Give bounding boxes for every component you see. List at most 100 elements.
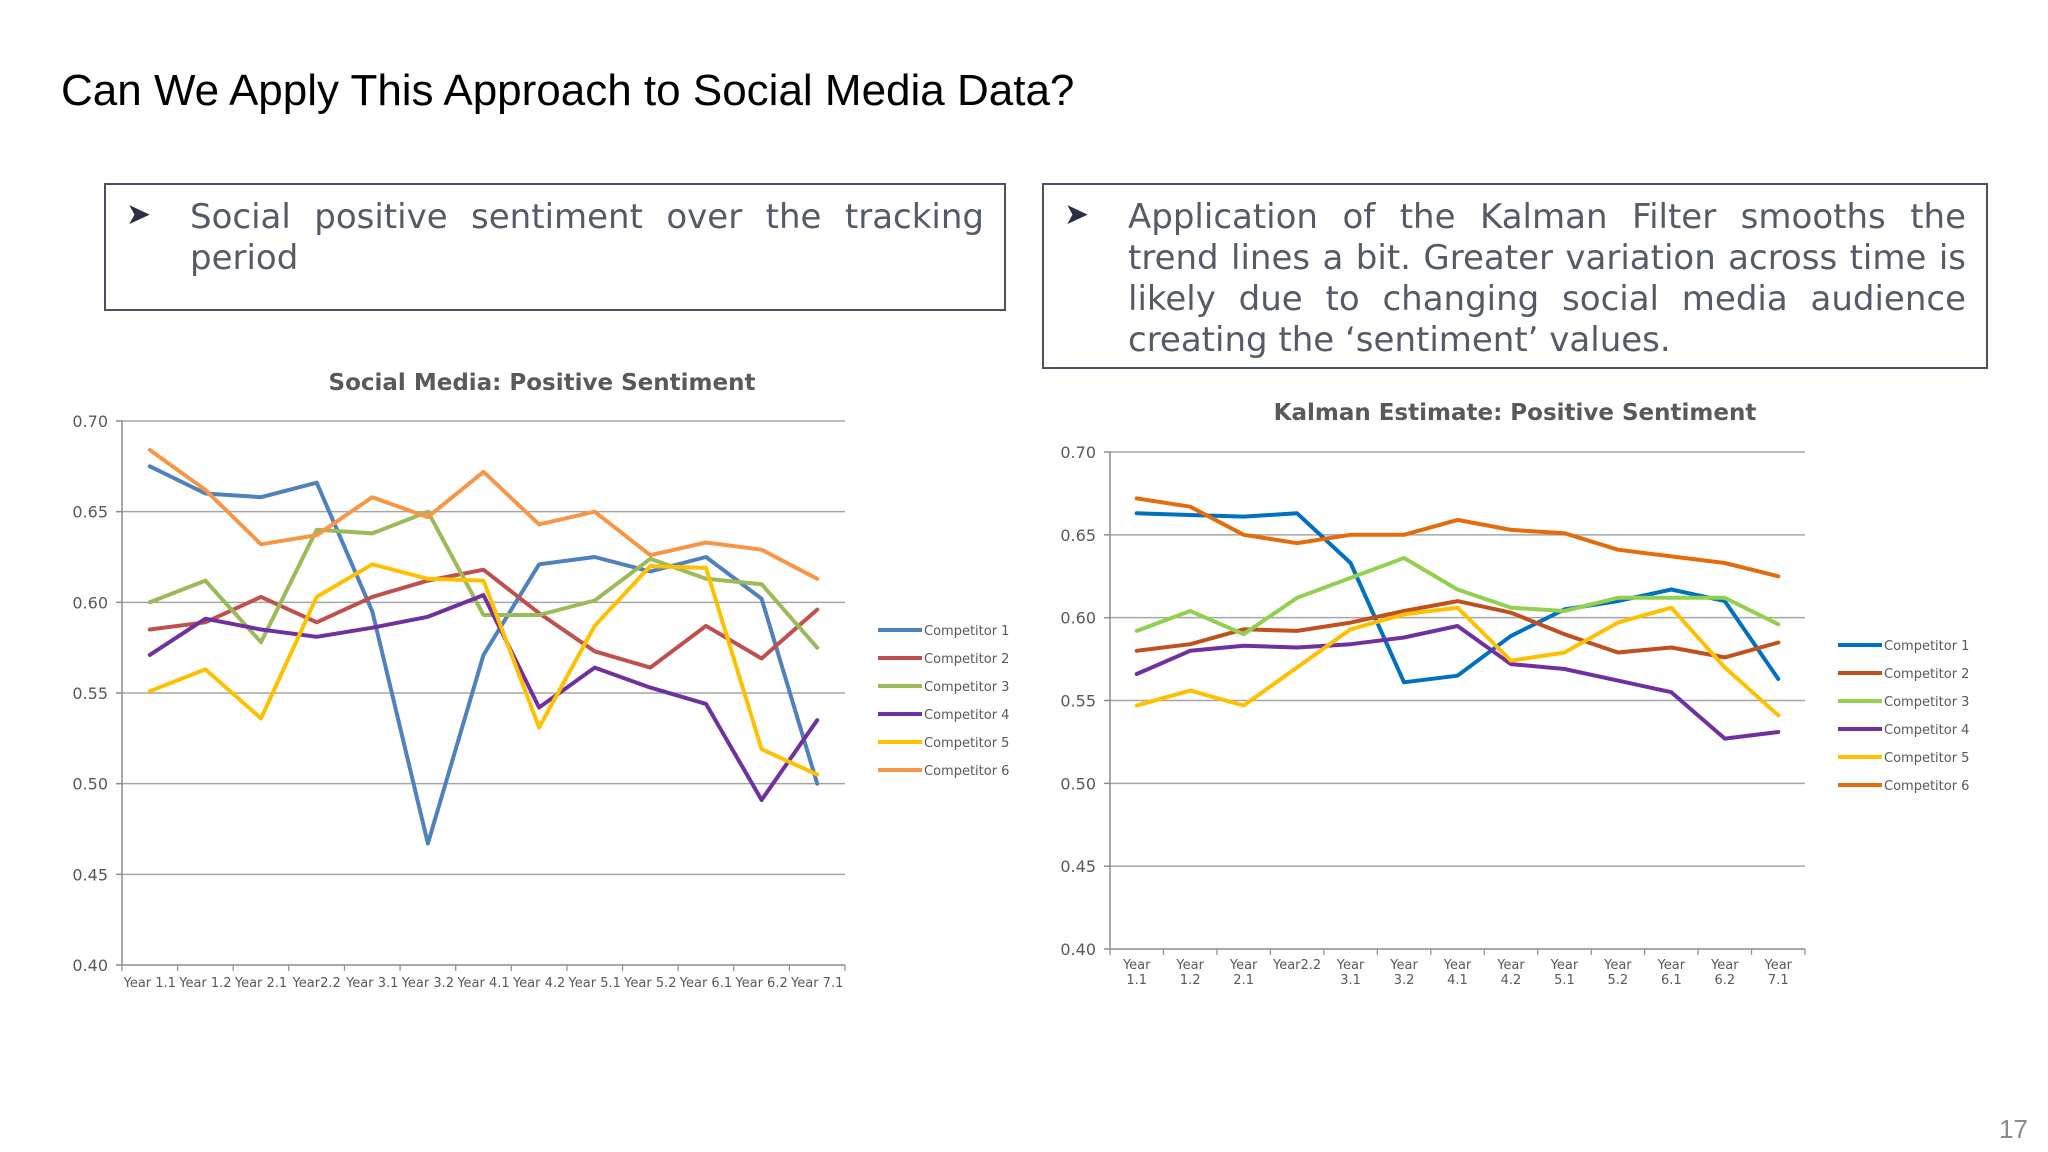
legend-label: Competitor 2 [1884,667,1969,682]
legend-label: Competitor 2 [924,652,1009,667]
x-tick-label-line: Year [1764,958,1793,973]
y-tick-label: 0.70 [72,412,108,431]
x-tick-label-line: Year 1.1 [123,976,176,991]
x-tick-label: Year 2.1 [1229,958,1258,988]
y-tick-label: 0.60 [72,593,108,612]
x-tick-label-line: 4.1 [1447,973,1468,988]
x-tick-label-line: Year 6.2 [734,976,787,991]
slide-title: Can We Apply This Approach to Social Med… [61,66,1075,115]
bullet-text-left: Social positive sentiment over the track… [190,197,984,278]
x-tick-label: Year 6.1 [679,976,732,991]
x-tick-label-line: Year [1710,958,1739,973]
x-tick-label: Year 5.2 [1603,958,1632,988]
y-tick-label: 0.40 [1060,940,1096,959]
page-number: 17 [1999,1114,2028,1144]
x-tick-label-line: 1.2 [1180,973,1201,988]
x-tick-label-line: Year [1122,958,1151,973]
legend-label: Competitor 5 [1884,751,1969,766]
y-tick-label: 0.65 [72,503,108,522]
series-line-competitor-3 [1134,556,1781,637]
x-tick-label-line: Year 2.1 [234,976,287,991]
chart-title: Kalman Estimate: Positive Sentiment [1274,400,1757,426]
legend-label: Competitor 4 [924,708,1009,723]
x-tick-label: Year 2.1 [234,976,287,991]
x-tick-label-line: Year [1443,958,1472,973]
x-tick-label-line: Year 5.1 [568,976,621,991]
x-tick-label: Year 4.2 [1496,958,1525,988]
x-tick-label-line: Year 5.2 [623,976,676,991]
legend-label: Competitor 6 [1884,779,1969,794]
x-tick-label-line: Year 4.2 [512,976,565,991]
x-tick-label-line: Year [1229,958,1258,973]
x-tick-label-line: 3.2 [1394,973,1415,988]
legend-label: Competitor 3 [1884,695,1969,710]
x-tick-label-line: Year [1175,958,1204,973]
x-tick-label: Year 4.1 [1443,958,1472,988]
bullet-box-left: ➤ Social positive sentiment over the tra… [104,183,1006,311]
x-tick-label: Year 3.2 [1389,958,1418,988]
legend-label: Competitor 4 [1884,723,1969,738]
x-tick-label-line: Year 1.2 [178,976,231,991]
arrow-bullet-icon: ➤ [126,197,152,232]
x-tick-label-line: Year [1603,958,1632,973]
y-tick-label: 0.65 [1060,526,1096,545]
x-tick-label: Year2.2 [1272,958,1321,973]
x-tick-label: Year 5.1 [1550,958,1579,988]
x-tick-label-line: 1.1 [1126,973,1147,988]
x-tick-label: Year 4.1 [456,976,509,991]
legend-label: Competitor 1 [924,624,1009,639]
x-tick-label-line: Year 6.1 [679,976,732,991]
x-tick-label: Year 7.1 [1764,958,1793,988]
bullet-text-right: Application of the Kalman Filter smooths… [1128,197,1966,360]
y-tick-label: 0.50 [1060,774,1096,793]
y-tick-label: 0.55 [72,684,108,703]
x-tick-label: Year 4.2 [512,976,565,991]
x-tick-label: Year 1.2 [1175,958,1204,988]
x-tick-label-line: Year2.2 [292,976,341,991]
x-tick-label: Year 6.2 [1710,958,1739,988]
x-tick-label-line: 7.1 [1768,973,1789,988]
bullet-box-right: ➤ Application of the Kalman Filter smoot… [1042,183,1988,369]
x-tick-label-line: Year 7.1 [790,976,843,991]
x-tick-label: Year 5.1 [568,976,621,991]
series-line-competitor-1 [1134,511,1781,685]
x-tick-label: Year 1.1 [123,976,176,991]
x-tick-label-line: 5.2 [1608,973,1629,988]
y-tick-label: 0.45 [72,865,108,884]
x-tick-label-line: Year [1389,958,1418,973]
y-tick-label: 0.40 [72,956,108,975]
x-tick-label-line: 2.1 [1233,973,1254,988]
x-tick-label-line: 4.2 [1501,973,1522,988]
x-tick-label: Year 1.1 [1122,958,1151,988]
series-line-competitor-4 [147,593,820,802]
kalman-estimate-chart: Kalman Estimate: Positive Sentiment 0.70 0… [1060,400,1969,988]
y-tick-label: 0.70 [1060,443,1096,462]
x-tick-label-line: Year2.2 [1272,958,1321,973]
series-line-competitor-4 [1134,624,1781,741]
y-tick-label: 0.55 [1060,692,1096,711]
series-line-competitor-1 [147,464,820,846]
y-tick-label: 0.60 [1060,609,1096,628]
y-tick-label: 0.50 [72,775,108,794]
series-line-competitor-5 [1134,605,1781,718]
series-line-competitor-2 [1134,599,1781,660]
x-tick-label-line: 6.1 [1661,973,1682,988]
x-tick-label-line: Year 3.1 [345,976,398,991]
x-tick-label-line: Year [1336,958,1365,973]
social-media-sentiment-chart: Social Media: Positive Sentiment 0.70 0.65… [72,370,1009,991]
x-tick-label: Year 6.2 [734,976,787,991]
x-tick-label-line: Year [1550,958,1579,973]
chart-title: Social Media: Positive Sentiment [329,370,756,396]
x-tick-label-line: 3.1 [1340,973,1361,988]
series-line-competitor-5 [147,562,820,777]
series-line-competitor-6 [1134,496,1781,579]
series-line-competitor-6 [147,448,820,581]
legend-label: Competitor 6 [924,764,1009,779]
arrow-bullet-icon: ➤ [1064,197,1090,232]
x-tick-label: Year 3.1 [1336,958,1365,988]
x-tick-label: Year 6.1 [1657,958,1686,988]
x-tick-label-line: 6.2 [1714,973,1735,988]
x-tick-label: Year 7.1 [790,976,843,991]
series-line-competitor-3 [147,509,820,650]
legend-label: Competitor 3 [924,680,1009,695]
